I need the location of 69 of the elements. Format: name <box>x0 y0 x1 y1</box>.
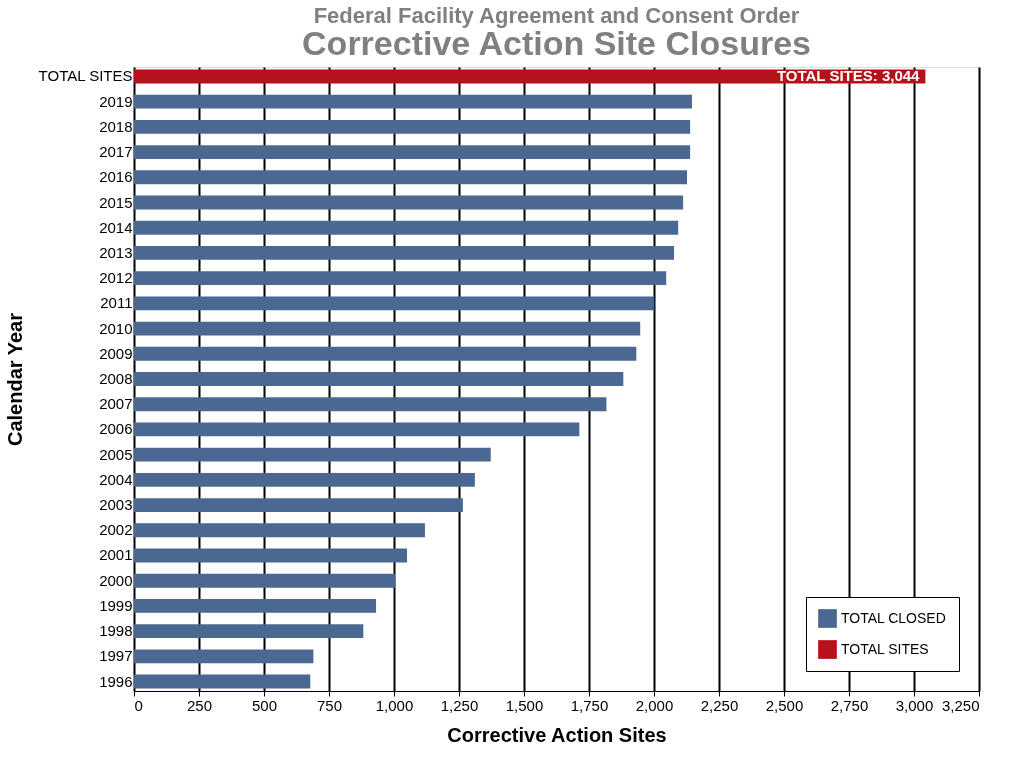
bar <box>134 94 692 109</box>
y-tick-label: 2004 <box>99 470 133 488</box>
bar <box>134 472 475 487</box>
y-tick-label: 2018 <box>99 117 133 135</box>
y-tick-label: 2008 <box>99 370 133 387</box>
bar <box>134 523 425 538</box>
bar <box>134 397 607 412</box>
x-tick-label: 2,000 <box>635 696 674 714</box>
y-tick-label: 2000 <box>99 571 133 589</box>
y-tick-label: 2013 <box>99 243 133 261</box>
y-tick-label: TOTAL SITES <box>38 67 133 85</box>
bar <box>134 548 407 563</box>
x-tick-label: 1,750 <box>570 696 609 714</box>
y-tick-label: 2010 <box>99 319 133 337</box>
bar <box>134 649 314 664</box>
bar <box>134 271 667 286</box>
bar <box>134 119 691 134</box>
bar <box>134 624 364 639</box>
bar <box>134 246 675 260</box>
y-tick-label: 2006 <box>99 420 133 438</box>
y-tick-label: 1999 <box>99 596 133 614</box>
data-label: TOTAL SITES: 3,044 <box>776 67 921 85</box>
x-axis-title: Corrective Action Sites <box>447 723 667 746</box>
bar <box>134 598 377 613</box>
bar <box>134 674 311 689</box>
x-tick-label: 3,250 <box>941 696 980 714</box>
y-tick-label: 2014 <box>99 218 133 236</box>
bar <box>134 346 637 361</box>
x-tick-label: 2,500 <box>765 696 804 714</box>
bar <box>134 573 396 588</box>
y-tick-label: 2016 <box>99 168 133 186</box>
y-tick-label: 2007 <box>99 395 133 413</box>
y-axis-title: Calendar Year <box>4 312 27 447</box>
x-tick-label: 2,750 <box>830 696 869 714</box>
y-tick-label: 1998 <box>99 622 133 640</box>
bar <box>134 296 655 311</box>
legend-label: TOTAL SITES <box>841 640 929 657</box>
y-tick-label: 1997 <box>99 647 133 665</box>
bar <box>134 170 688 185</box>
bar <box>134 372 624 386</box>
x-tick-label: 3,000 <box>895 696 934 714</box>
y-tick-label: 2001 <box>99 546 133 564</box>
y-tick-label: 2017 <box>99 143 133 161</box>
y-tick-label: 2009 <box>99 344 133 362</box>
bar <box>134 422 580 437</box>
y-tick-label: 2005 <box>99 445 133 463</box>
bar <box>134 447 491 462</box>
x-tick-label: 1,250 <box>440 696 479 714</box>
y-tick-label: 1996 <box>99 672 133 690</box>
x-tick-label: 2,250 <box>700 696 739 714</box>
x-tick-label: 1,500 <box>505 696 544 714</box>
bar <box>134 321 641 336</box>
y-tick-label: 2002 <box>99 521 133 539</box>
x-tick-label: 0 <box>134 696 143 714</box>
y-tick-label: 2011 <box>100 294 133 312</box>
chart-subtitle: Federal Facility Agreement and Consent Order <box>313 3 800 28</box>
bar <box>134 145 691 160</box>
x-tick-label: 500 <box>251 696 278 714</box>
x-tick-label: 750 <box>316 696 343 714</box>
y-tick-label: 2012 <box>99 269 133 287</box>
y-tick-label: 2015 <box>99 193 133 211</box>
bar <box>134 498 463 512</box>
y-tick-label: 2019 <box>99 92 133 110</box>
x-tick-label: 250 <box>186 696 213 714</box>
bar <box>134 195 684 210</box>
y-tick-label: 2003 <box>99 496 133 514</box>
x-tick-label: 1,000 <box>375 696 414 714</box>
legend-label: TOTAL CLOSED <box>841 609 946 626</box>
bar <box>134 220 679 235</box>
